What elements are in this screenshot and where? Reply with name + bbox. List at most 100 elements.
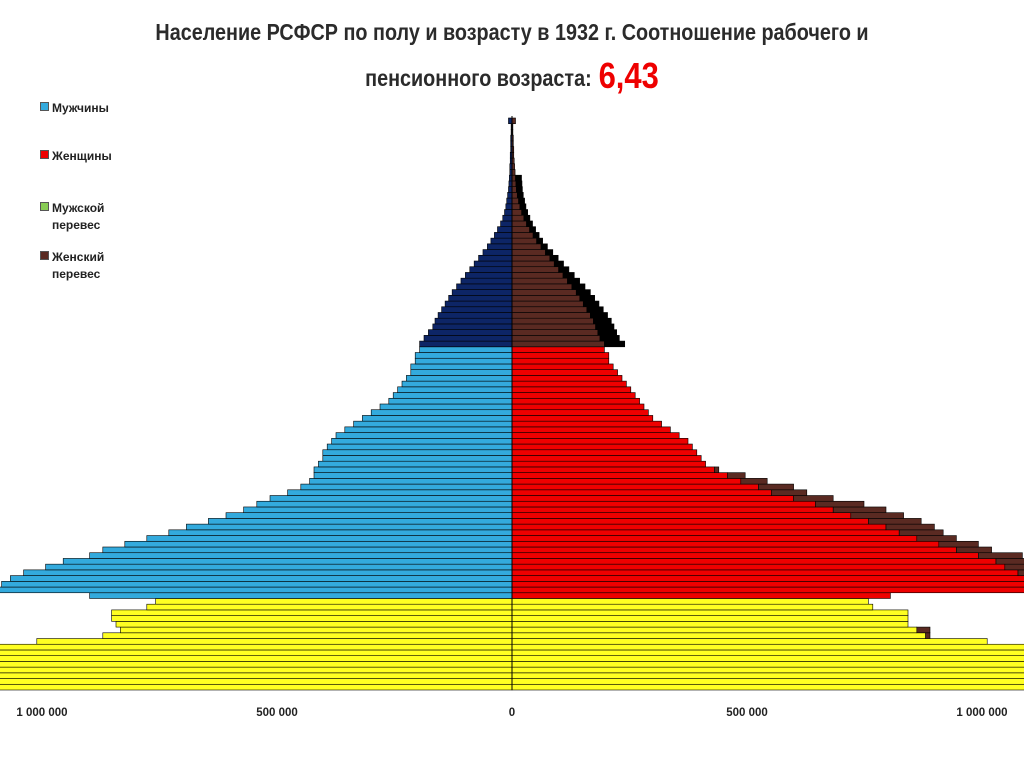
female-old-excess-bar-age-84 (519, 203, 527, 210)
male-bar-age-20 (23, 569, 513, 576)
female-bar-age-6 (511, 649, 1024, 656)
legend-item-men: Мужчины (40, 100, 109, 117)
female-bar-age-4 (511, 661, 1024, 668)
male-bar-age-9 (102, 632, 513, 639)
male-bar-age-10 (120, 626, 513, 634)
male-bar-age-7 (0, 643, 513, 651)
male-bar-age-58 (414, 352, 513, 359)
chart-title: Население РСФСР по полу и возрасту в 193… (72, 10, 953, 100)
female-bar-age-2 (511, 672, 1024, 679)
male-bar-age-51 (392, 392, 513, 399)
female-bar-age-47 (511, 415, 654, 422)
female-bar-age-61 (511, 335, 601, 342)
female-bar-age-3 (511, 666, 1024, 674)
male-bar-age-39 (318, 460, 513, 468)
male-bar-age-47 (362, 415, 513, 422)
title-line-2: пенсионного возраста: 6,43 (72, 54, 953, 100)
male-bar-age-52 (397, 386, 513, 393)
female-bar-age-70 (511, 283, 573, 290)
female-bar-age-0 (511, 683, 1024, 691)
female-old-excess-bar-age-70 (571, 283, 586, 290)
female-bar-age-12 (511, 615, 909, 622)
title-line-2-text: пенсионного возраста: (365, 65, 592, 91)
male-bar-age-25 (124, 540, 513, 548)
male-bar-age-75 (478, 254, 513, 262)
female-bar-age-62 (511, 329, 599, 336)
male-bar-age-77 (487, 243, 513, 250)
x-tick-label-3: 500 000 (256, 707, 298, 719)
male-bar-age-54 (406, 375, 513, 382)
female-bar-age-46 (511, 420, 662, 428)
male-bar-age-40 (322, 455, 513, 462)
female-bar-age-27 (511, 529, 900, 536)
male-bar-age-4 (0, 661, 513, 668)
male-bar-age-29 (208, 518, 513, 525)
female-bar-age-52 (511, 386, 632, 393)
female-bar-age-9 (511, 632, 926, 639)
male-bar-age-82 (502, 214, 513, 222)
male-bar-age-28 (186, 523, 513, 531)
female-bar-age-77 (511, 243, 542, 250)
female-bar-age-7 (511, 643, 1024, 651)
female-excess-bar-age-38 (714, 466, 720, 473)
male-bar-age-48 (370, 409, 513, 416)
female-bar-age-65 (511, 312, 591, 319)
female-bar-age-81 (511, 220, 527, 227)
female-old-excess-bar-age-79 (532, 232, 540, 239)
female-bar-age-16 (511, 592, 891, 599)
female-bar-age-84 (511, 203, 521, 210)
female-old-excess-bar-age-65 (590, 312, 608, 319)
male-bar-age-49 (379, 403, 513, 411)
female-bar-age-87 (511, 186, 517, 193)
female-old-excess-bar-age-66 (586, 306, 604, 313)
male-bar-age-33 (269, 495, 513, 502)
female-bar-age-68 (511, 295, 581, 302)
male-bar-age-71 (460, 277, 513, 285)
female-bar-age-56 (511, 363, 614, 370)
female-bar-age-51 (511, 392, 636, 399)
male-bar-age-70 (456, 283, 513, 290)
female-bar-age-29 (511, 518, 869, 525)
male-bar-age-21 (45, 563, 513, 571)
female-bar-age-48 (511, 409, 649, 416)
female-bar-age-53 (511, 380, 627, 388)
female-bar-age-43 (511, 438, 689, 445)
male-bar-age-5 (0, 655, 513, 662)
female-bar-age-59 (511, 346, 605, 353)
female-bar-age-39 (511, 460, 706, 468)
x-tick-label-5: 500 000 (726, 707, 768, 719)
female-bar-age-78 (511, 237, 537, 245)
female-excess-bar-age-10 (916, 626, 931, 634)
female-old-excess-bar-age-67 (582, 300, 600, 308)
legend-swatch-male-excess (40, 202, 49, 211)
ratio-value: 6,43 (598, 55, 659, 96)
female-bar-age-18 (511, 581, 1024, 588)
male-bar-age-63 (432, 323, 513, 330)
male-bar-age-50 (388, 397, 513, 405)
female-old-excess-bar-age-69 (575, 289, 591, 296)
female-excess-bar-age-28 (885, 523, 935, 531)
female-old-excess-bar-age-85 (518, 197, 525, 205)
female-old-excess-bar-age-83 (521, 209, 528, 216)
female-bar-age-36 (511, 478, 742, 485)
female-old-excess-bar-age-72 (562, 272, 575, 279)
female-excess-bar-age-31 (832, 506, 887, 513)
female-excess-bar-age-36 (740, 478, 768, 485)
female-bar-age-73 (511, 266, 559, 273)
male-bar-age-55 (410, 369, 513, 376)
female-bar-age-1 (511, 678, 1024, 685)
male-bar-age-81 (500, 220, 513, 227)
male-bar-age-31 (243, 506, 513, 513)
male-bar-age-42 (326, 443, 513, 451)
female-old-excess-bar-age-60 (604, 340, 626, 348)
male-bar-age-27 (168, 529, 513, 536)
female-excess-bar-age-27 (898, 529, 944, 536)
x-tick-label-4: 0 (509, 707, 515, 719)
female-bar-age-8 (511, 638, 988, 645)
male-bar-age-79 (494, 232, 513, 239)
male-bar-age-66 (441, 306, 513, 313)
female-bar-age-74 (511, 260, 555, 268)
male-bar-age-85 (506, 197, 513, 205)
female-bar-age-20 (511, 569, 1019, 576)
male-bar-age-1 (0, 678, 513, 685)
